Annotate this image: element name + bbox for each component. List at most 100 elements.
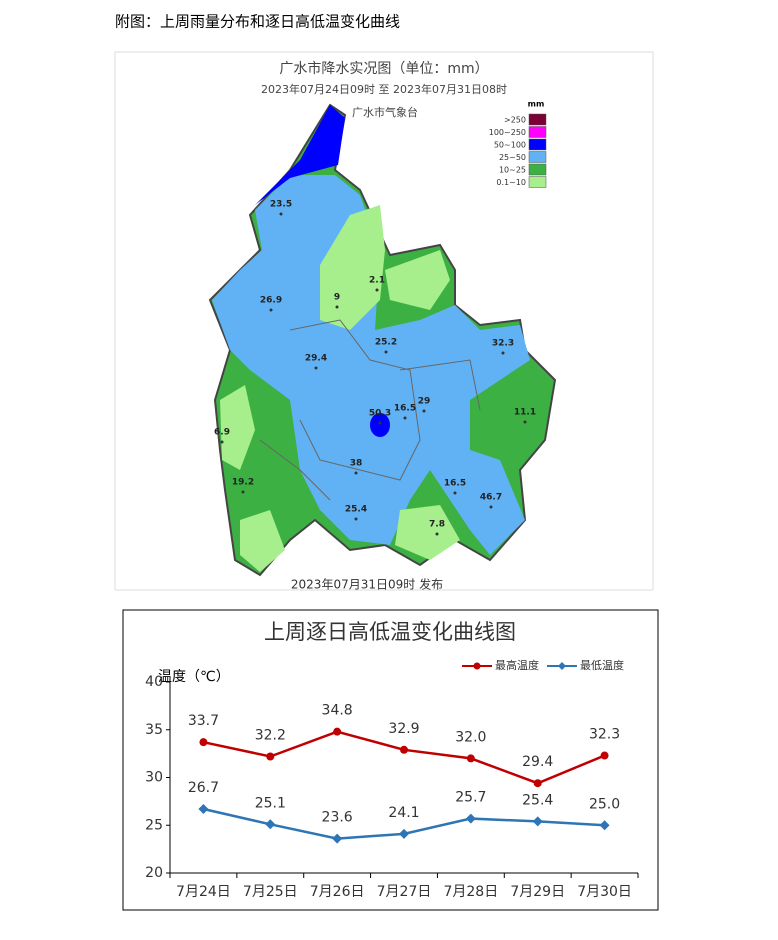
station-dot <box>453 491 457 495</box>
region-darkblue <box>255 105 345 205</box>
station-dot <box>523 420 527 424</box>
y-tick-label: 25 <box>145 817 163 833</box>
marker <box>332 833 343 844</box>
region-light <box>240 510 285 572</box>
station-dot <box>279 212 283 216</box>
data-label: 25.1 <box>255 795 286 811</box>
station-dot <box>269 308 273 312</box>
region-light <box>385 250 450 310</box>
x-tick-label: 7月24日 <box>176 884 231 900</box>
y-tick-label: 30 <box>145 770 163 786</box>
legend-label: 25~50 <box>499 153 526 162</box>
legend-swatch <box>528 113 547 126</box>
x-tick-label: 7月29日 <box>510 884 565 900</box>
data-label: 23.6 <box>322 810 353 826</box>
data-label: 25.4 <box>522 792 553 808</box>
region-darkblue <box>370 413 390 437</box>
y-axis-label: 温度（℃） <box>158 669 230 685</box>
station-value: 16.5 <box>394 404 416 414</box>
marker <box>466 754 475 763</box>
legend-label: 50~100 <box>494 141 526 150</box>
marker <box>399 828 409 839</box>
station-dot <box>314 366 318 370</box>
station-value: 11.1 <box>514 408 536 418</box>
station-value: 6.9 <box>214 428 230 438</box>
region-light <box>220 385 255 470</box>
station-value: 38 <box>350 459 363 469</box>
legend-label: 10~25 <box>499 166 526 175</box>
station-value: 46.7 <box>480 493 502 503</box>
station-dot <box>403 416 407 420</box>
region-light <box>395 505 460 560</box>
region-blue <box>212 175 530 555</box>
marker <box>198 804 209 815</box>
marker <box>532 816 543 827</box>
x-tick-label: 7月25日 <box>243 884 298 900</box>
legend-unit: mm <box>528 100 545 109</box>
marker <box>599 820 610 831</box>
x-tick-label: 7月27日 <box>377 884 432 900</box>
map-subtitle: 2023年07月24日09时 至 2023年07月31日08时 <box>261 82 507 96</box>
caption: 附图：上周雨量分布和逐日高低温变化曲线 <box>115 13 400 31</box>
marker <box>600 751 609 760</box>
marker <box>333 727 342 736</box>
station-value: 19.2 <box>232 478 254 488</box>
data-label: 25.0 <box>589 796 620 812</box>
station-dot <box>422 409 426 413</box>
legend-label: 最高温度 <box>495 658 539 672</box>
station-dot <box>501 351 505 355</box>
data-label: 32.9 <box>388 721 419 737</box>
station-value: 16.5 <box>444 479 466 489</box>
marker <box>266 752 275 761</box>
station-dot <box>375 288 379 292</box>
marker <box>400 745 408 754</box>
marker <box>199 738 208 747</box>
marker <box>265 819 276 830</box>
data-label: 32.0 <box>455 729 486 745</box>
y-tick-label: 20 <box>145 865 163 881</box>
data-label: 32.3 <box>589 727 620 743</box>
data-label: 32.2 <box>255 727 286 743</box>
marker <box>465 813 476 824</box>
station-value: 9 <box>334 293 340 303</box>
chart-title: 上周逐日高低温变化曲线图 <box>264 620 516 644</box>
station-dot <box>354 471 358 475</box>
data-label: 33.7 <box>188 713 219 729</box>
region-light <box>320 205 385 330</box>
legend-swatch <box>528 151 547 163</box>
borders <box>259 319 481 501</box>
station-dot <box>335 305 339 309</box>
station-value: 32.3 <box>492 339 514 349</box>
county-map <box>208 103 557 577</box>
station-value: 25.4 <box>345 505 367 515</box>
station-dot <box>220 440 224 444</box>
marker <box>533 779 542 788</box>
legend-swatch <box>528 176 547 188</box>
legend-label: 0.1~10 <box>496 178 526 187</box>
data-label: 29.4 <box>522 754 553 770</box>
plot: 20 25 30 35 40 7月24日 7月25日 7月26日 7月27日 7月28日 7月29日… <box>145 658 639 900</box>
station-dot <box>435 532 439 536</box>
station-value: 23.5 <box>270 200 292 210</box>
station-dot <box>384 350 388 354</box>
y-tick-label: 40 <box>145 674 163 690</box>
station-dot <box>378 421 382 425</box>
map-title: 广水市降水实况图（单位：mm） <box>279 60 488 77</box>
legend-label: >250 <box>504 116 526 125</box>
legend-label: 100~250 <box>489 128 526 137</box>
station-value: 50.3 <box>369 409 391 419</box>
legend-marker <box>558 662 566 670</box>
x-tick-label: 7月28日 <box>443 884 498 900</box>
station-value: 29.4 <box>305 354 327 364</box>
agency: 广水市气象台 <box>352 105 418 119</box>
station-dot <box>489 505 493 509</box>
chart-frame <box>122 609 659 911</box>
legend-swatch <box>528 126 547 138</box>
station-value: 26.9 <box>260 296 282 306</box>
station-value: 2.1 <box>369 276 385 286</box>
station-value: 25.2 <box>375 338 397 348</box>
data-label: 24.1 <box>388 805 419 821</box>
